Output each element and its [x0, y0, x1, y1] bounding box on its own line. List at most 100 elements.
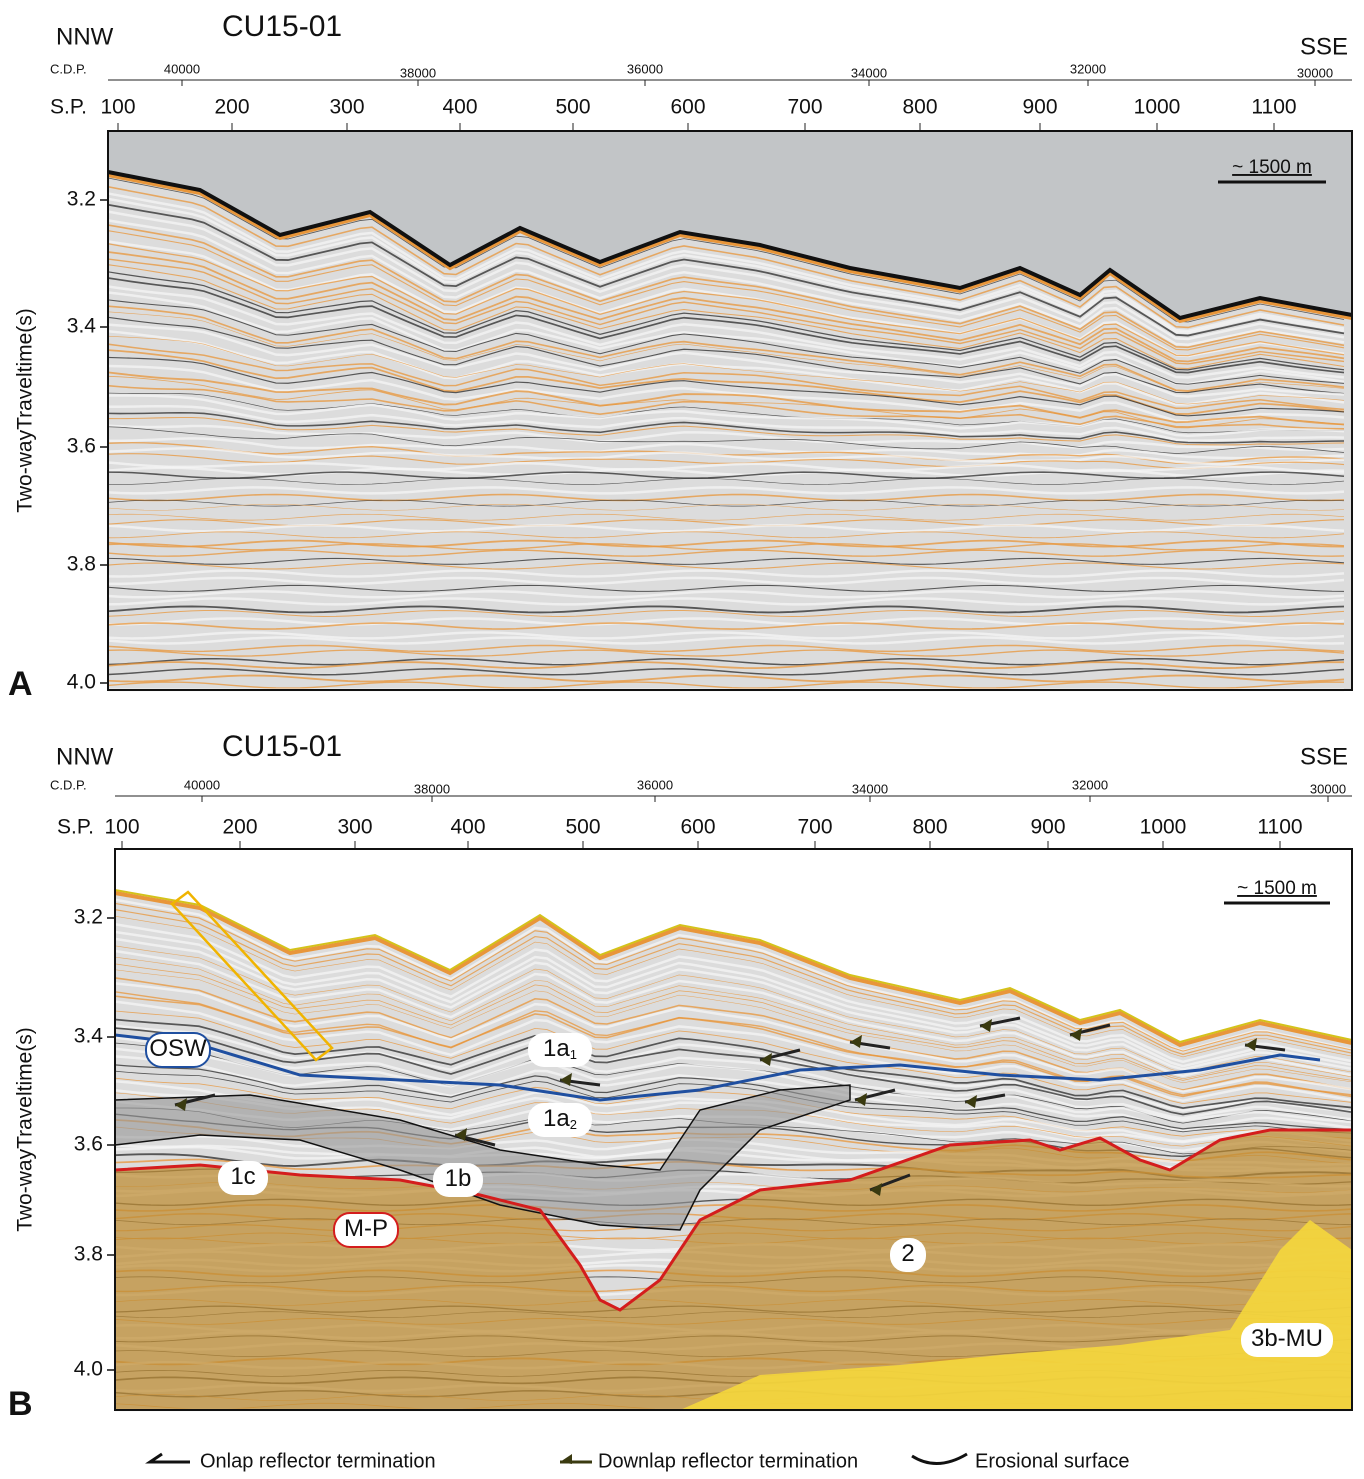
reflector: [107, 569, 1345, 578]
reflector: [107, 644, 1345, 653]
reflector: [107, 384, 1345, 430]
cdp-tick-label: 40000: [184, 777, 220, 792]
reflector: [107, 186, 1345, 329]
scale-bar-label: ~ 1500 m: [1232, 157, 1312, 178]
sp-tick-label: 300: [329, 96, 364, 119]
reflector: [107, 371, 1345, 426]
reflector: [114, 1070, 1352, 1134]
reflector: [107, 285, 1345, 379]
direction-left: NNW: [56, 743, 114, 770]
reflector: [107, 330, 1345, 406]
termination-arrowhead: [850, 1035, 862, 1048]
reflector: [107, 609, 1345, 617]
unit-3b-fill: [680, 1220, 1352, 1410]
reflector: [107, 192, 1345, 333]
reflector: [114, 1079, 1352, 1143]
reflector: [107, 305, 1345, 392]
sp-tick-label: 900: [1030, 816, 1065, 839]
reflector: [114, 1047, 1352, 1124]
reflector: [107, 674, 1345, 683]
reflector: [114, 969, 1352, 1084]
unit-label: 1b: [445, 1165, 472, 1192]
reflector: [114, 1027, 1352, 1116]
y-tick-label: 3.6: [67, 435, 96, 458]
sp-tick-label: 400: [450, 816, 485, 839]
sp-tick-label: 900: [1022, 96, 1057, 119]
reflector: [107, 210, 1345, 341]
section-frame: [114, 848, 1353, 1411]
reflector: [114, 1010, 1352, 1105]
reflector: [107, 531, 1345, 539]
y-tick-label: 3.8: [74, 1243, 103, 1266]
reflector: [107, 364, 1345, 423]
y-tick-label: 3.4: [74, 1025, 104, 1048]
reflector: [107, 392, 1345, 434]
legend-label: Downlap reflector termination: [598, 1450, 858, 1472]
reflector: [107, 291, 1345, 386]
termination-arrowhead: [760, 1053, 772, 1066]
unit-label-box: [218, 1161, 268, 1195]
reflector: [107, 576, 1345, 586]
reflector: [107, 394, 1345, 437]
sp-tick-label: 500: [565, 816, 600, 839]
reflector: [107, 478, 1345, 485]
core-box: [170, 890, 334, 1062]
reflector: [107, 323, 1345, 398]
unit-label: M-P: [344, 1215, 388, 1242]
unit-label: OSW: [149, 1035, 207, 1062]
reflector: [107, 617, 1345, 626]
unit-label: 1c: [230, 1163, 255, 1190]
reflector: [107, 590, 1345, 599]
reflector: [107, 597, 1345, 606]
reflector: [107, 299, 1345, 385]
reflector: [107, 657, 1345, 666]
termination-arrowhead: [855, 1093, 867, 1106]
reflector: [107, 416, 1345, 446]
reflector: [114, 945, 1352, 1073]
cdp-tick-label: 38000: [414, 781, 450, 796]
reflector: [107, 177, 1345, 323]
sp-tick-label: 200: [214, 96, 249, 119]
y-tick-label: 3.8: [67, 553, 96, 576]
cdp-tick-label: 36000: [637, 777, 673, 792]
reflector: [107, 649, 1345, 657]
reflector: [114, 991, 1352, 1098]
unit-label-box: [145, 1032, 211, 1068]
legend-icon-onlap: [145, 1452, 190, 1464]
sp-tick-label: 1100: [1257, 816, 1302, 839]
reflector: [107, 224, 1345, 349]
reflector: [107, 605, 1345, 614]
reflector: [114, 1018, 1352, 1109]
reflector: [114, 909, 1352, 1055]
unit-label-box: [528, 1033, 592, 1067]
unit-label: 2: [901, 1240, 914, 1267]
y-tick-label: 3.2: [74, 906, 103, 929]
reflector: [107, 251, 1345, 363]
direction-right: SSE: [1300, 743, 1348, 770]
reflector: [107, 277, 1345, 374]
termination-arrowhead: [980, 1019, 992, 1032]
reflector: [107, 631, 1345, 640]
reflector: [114, 923, 1352, 1064]
reflector: [107, 405, 1345, 442]
unit-label-box: [528, 1103, 592, 1137]
legend-label: Erosional surface: [975, 1450, 1130, 1472]
reflector: [107, 557, 1345, 565]
cdp-tick-label: 38000: [400, 65, 436, 80]
reflector: [107, 622, 1345, 630]
reflector: [107, 264, 1345, 370]
panel-letter: B: [8, 1385, 33, 1423]
panel-letter: A: [8, 665, 33, 703]
unit-label-box: [333, 1212, 399, 1248]
termination-arrowhead: [1245, 1038, 1257, 1051]
direction-left: NNW: [56, 23, 114, 50]
cdp-tick-label: 32000: [1070, 61, 1106, 76]
reflector: [107, 562, 1345, 570]
y-axis-label: Two-wayTraveltime(s): [14, 1027, 37, 1232]
unit-label: 3b-MU: [1251, 1325, 1323, 1352]
sp-tick-label: 1000: [1134, 96, 1181, 119]
osw-surface: [114, 1033, 1321, 1102]
legend-icon-downlap-head: [560, 1454, 572, 1464]
reflector: [107, 681, 1345, 689]
y-tick-label: 3.4: [67, 315, 97, 338]
